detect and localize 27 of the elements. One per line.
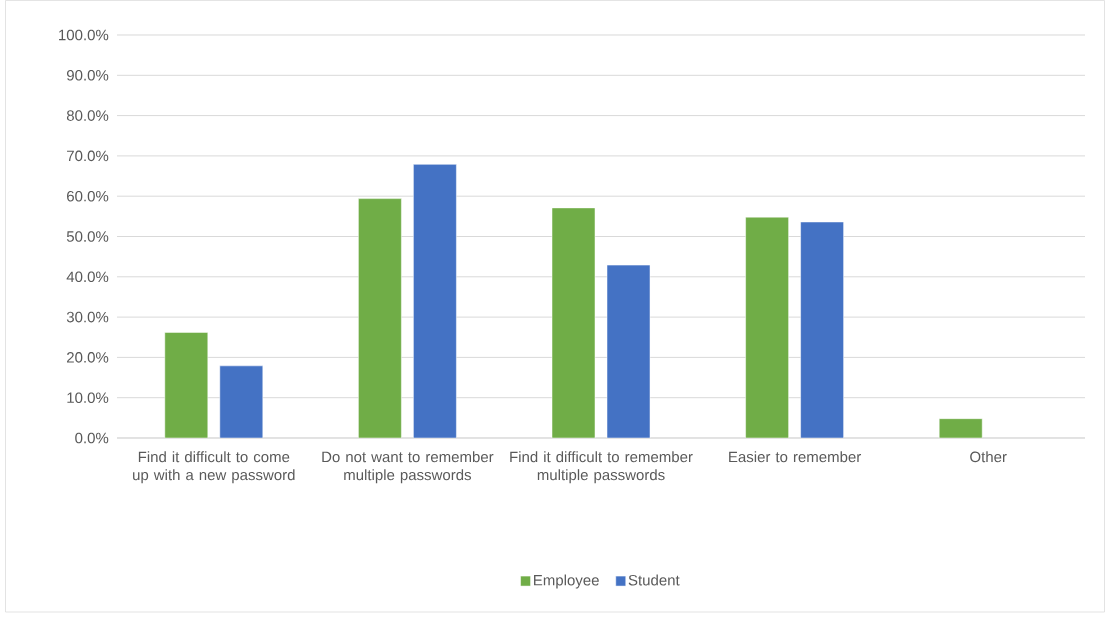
- bar: [606, 264, 651, 438]
- bar: [938, 418, 983, 438]
- y-tick-label: 20.0%: [67, 352, 109, 363]
- bar: [164, 332, 209, 438]
- y-tick-label: 50.0%: [66, 231, 109, 242]
- y-tick-label: 100.0%: [59, 29, 109, 41]
- y-tick-label: 40.0%: [66, 271, 109, 283]
- legend-label: Employee: [534, 574, 599, 589]
- x-tick-label: Easier to remember: [729, 451, 862, 463]
- bar: [745, 216, 789, 438]
- bar: [800, 221, 844, 438]
- y-tick-label: 0.0%: [75, 432, 109, 444]
- legend-label: Student: [628, 574, 680, 586]
- bar: [219, 365, 264, 438]
- y-tick-label: 10.0%: [67, 392, 109, 403]
- bar: [413, 164, 457, 438]
- y-tick-label: 70.0%: [67, 150, 109, 162]
- y-tick-label: 80.0%: [66, 110, 109, 121]
- bar: [358, 198, 402, 438]
- y-tick-label: 90.0%: [66, 69, 109, 81]
- x-tick-label: Other: [970, 451, 1007, 463]
- x-tick-label: Find it difficult to remember multiple passwords: [510, 451, 693, 484]
- x-tick-label: Find it difficult to come up with a new password: [133, 451, 295, 484]
- y-tick-label: 60.0%: [67, 190, 109, 202]
- x-tick-label: Do not want to remember multiple passwords: [322, 451, 494, 484]
- bar: [551, 207, 596, 438]
- y-tick-label: 30.0%: [66, 311, 109, 323]
